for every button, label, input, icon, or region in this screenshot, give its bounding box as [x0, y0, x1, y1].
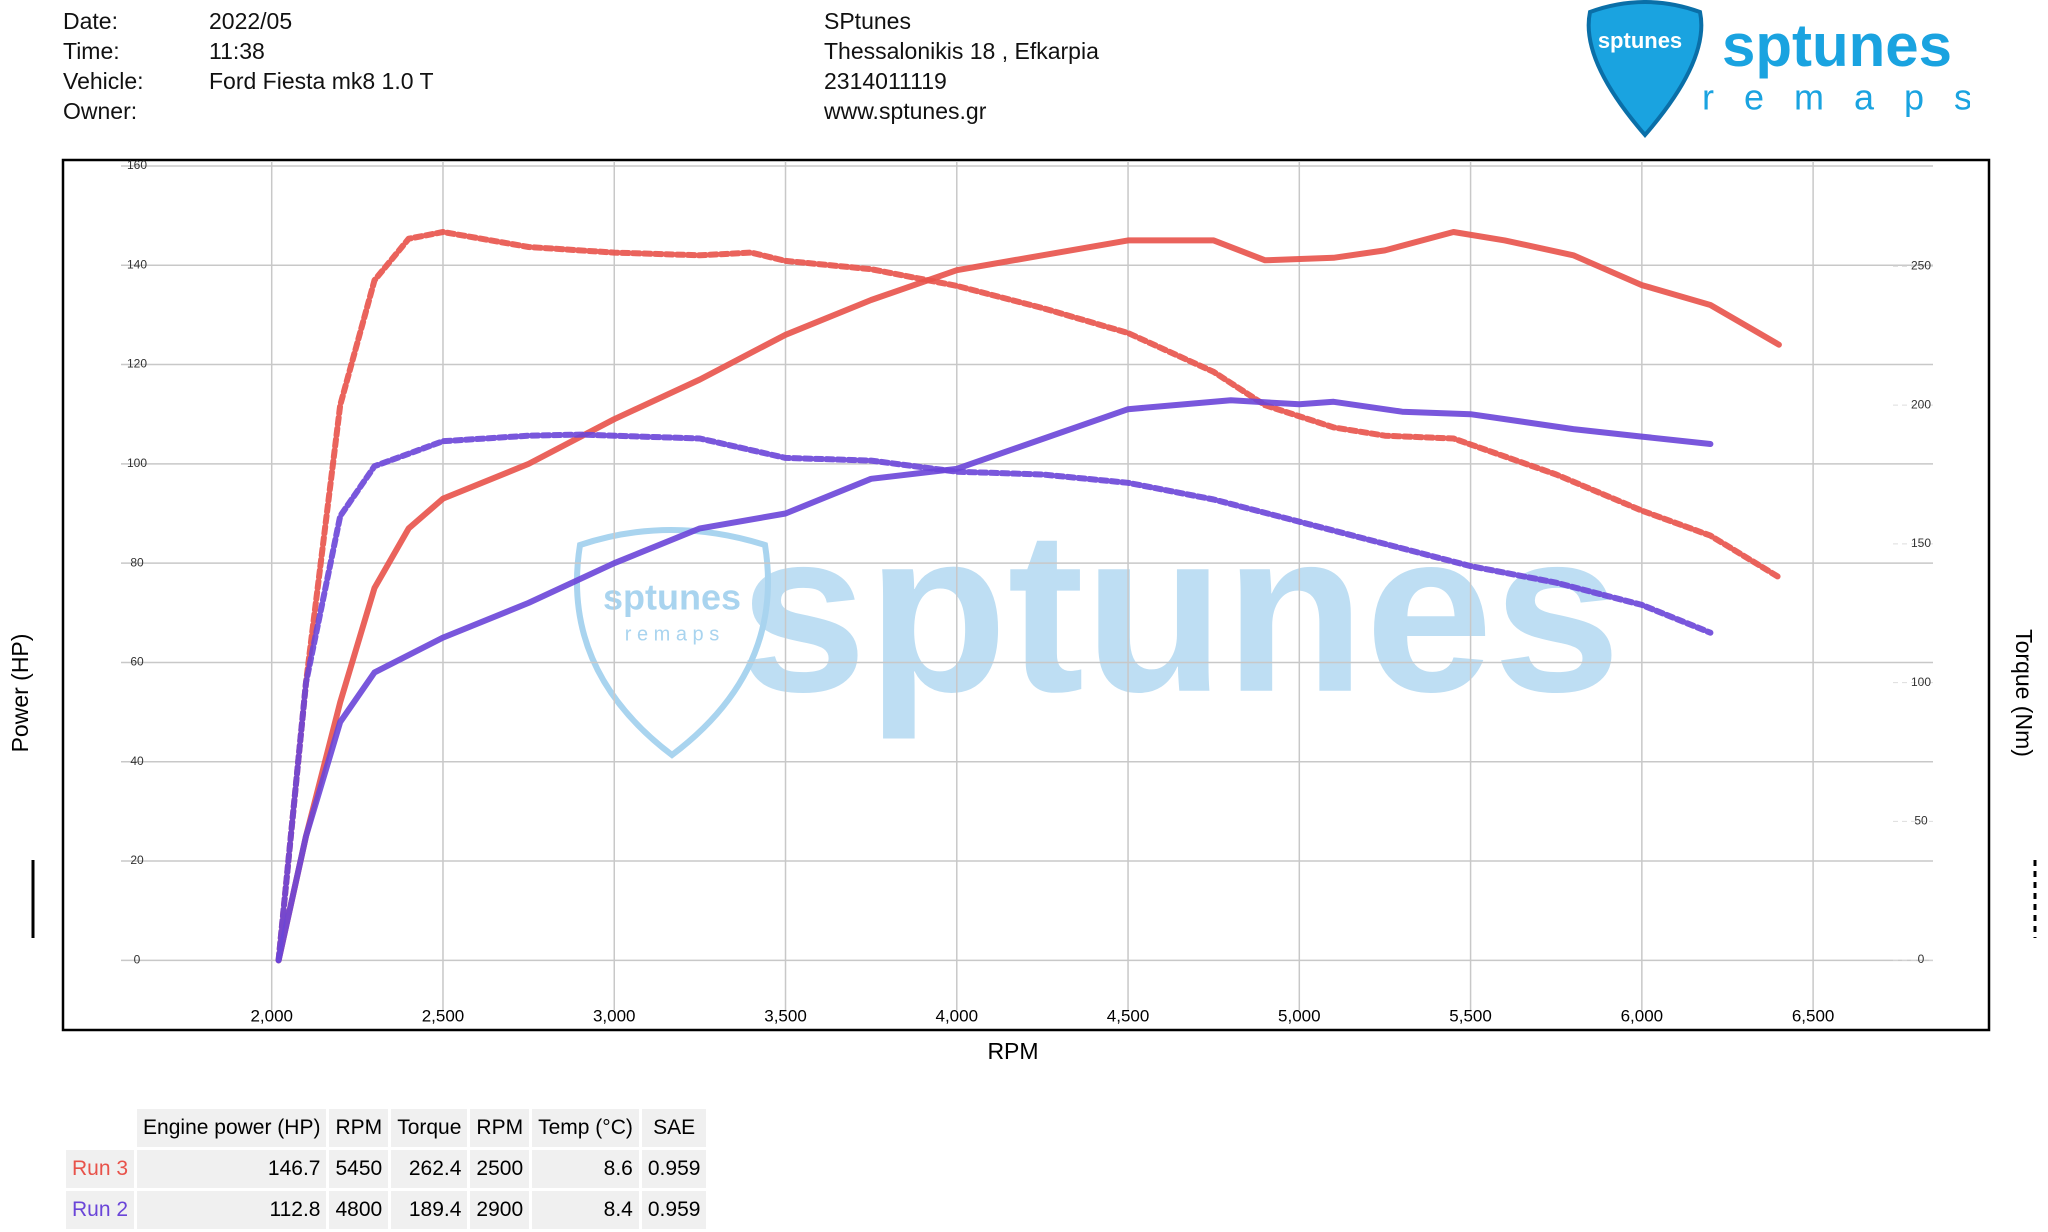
watermark: sptunes: [739, 483, 1621, 740]
y2-axis-title: Torque (Nm): [2011, 629, 2037, 757]
company-line: Thessalonikis 18 , Efkarpia: [824, 38, 1099, 64]
y-tick-label: 20: [130, 853, 144, 867]
cell: 2900: [470, 1191, 530, 1229]
y-tick-label: 40: [130, 754, 144, 768]
x-tick-label: 2,500: [422, 1006, 465, 1025]
cell: 112.8: [137, 1191, 327, 1229]
column-header: RPM: [329, 1109, 389, 1147]
field-value: Ford Fiesta mk8 1.0 T: [209, 68, 434, 94]
field-label: Date:: [63, 8, 118, 34]
y-axis-title: Power (HP): [7, 634, 33, 753]
cell: 2500: [470, 1150, 530, 1188]
logo: sptunes sptunes r e m a p s: [1586, 0, 1970, 139]
y2-tick-label: 200: [1911, 397, 1931, 411]
y2-tick-label: 0: [1918, 952, 1925, 966]
x-tick-label: 6,500: [1792, 1006, 1835, 1025]
header-row: Engine power (HP) RPM Torque RPM Temp (°C) SA…: [66, 1109, 707, 1147]
corner: [66, 1109, 135, 1147]
field-value: 11:38: [209, 38, 265, 64]
y2-tick-label: 50: [1914, 814, 1928, 828]
torque-line: [275, 431, 1714, 964]
column-header: Engine power (HP): [137, 1109, 327, 1147]
field-label: Vehicle:: [63, 68, 144, 94]
cell: 0.959: [641, 1150, 707, 1188]
column-header: SAE: [641, 1109, 707, 1147]
logo-shield: [1586, 0, 1704, 139]
y-tick-label: 160: [127, 158, 147, 172]
cell: 189.4: [391, 1191, 468, 1229]
y-tick-label: 80: [130, 555, 144, 569]
power-line: [275, 397, 1714, 964]
x-tick-label: 5,000: [1278, 1006, 1321, 1025]
watermark-brand: sptunes: [603, 577, 741, 618]
y-tick-label: 60: [130, 655, 144, 669]
x-axis-title: RPM: [987, 1038, 1038, 1064]
y-tick-label: 100: [127, 456, 147, 470]
cell: 5450: [329, 1150, 389, 1188]
run-row: Run 3 146.7 5450 262.4 2500 8.6 0.959: [66, 1150, 707, 1188]
column-header: RPM: [470, 1109, 530, 1147]
y2-tick-label: 250: [1911, 259, 1931, 273]
column-header: Torque: [391, 1109, 468, 1147]
watermark-tagline: r e m a p s: [625, 623, 719, 645]
column-header: Temp (°C): [532, 1109, 639, 1147]
run-row: Run 2 112.8 4800 189.4 2900 8.4 0.959: [66, 1191, 707, 1229]
company-line: www.sptunes.gr: [824, 98, 987, 124]
logo-small-brand: sptunes: [1598, 28, 1682, 53]
field-value: 2022/05: [209, 8, 293, 34]
x-tick-label: 3,000: [593, 1006, 636, 1025]
x-tick-label: 5,500: [1449, 1006, 1492, 1025]
field-label: Time:: [63, 38, 120, 64]
y-tick-label: 120: [127, 357, 147, 371]
torque-line: [275, 229, 1782, 964]
cell: 0.959: [641, 1191, 707, 1229]
x-tick-label: 2,000: [250, 1006, 293, 1025]
run-name: Run 3: [66, 1150, 135, 1188]
power-line: [275, 229, 1782, 964]
x-tick-label: 3,500: [764, 1006, 807, 1025]
watermark-shield: [574, 527, 771, 759]
field-label: Owner:: [63, 98, 138, 124]
chart-frame: [61, 158, 1991, 1032]
company-line: 2314011119: [824, 68, 947, 94]
cell: 262.4: [391, 1150, 468, 1188]
results-table: Engine power (HP) RPM Torque RPM Temp (°C) SA…: [63, 1106, 709, 1232]
logo-brand: sptunes: [1722, 12, 1952, 79]
cell: 8.6: [532, 1150, 639, 1188]
run-name: Run 2: [66, 1191, 135, 1229]
cell: 4800: [329, 1191, 389, 1229]
cell: 8.4: [532, 1191, 639, 1229]
x-tick-label: 4,500: [1107, 1006, 1150, 1025]
company-line: SPtunes: [824, 8, 911, 34]
y2-tick-label: 150: [1911, 536, 1931, 550]
y-tick-label: 140: [127, 257, 147, 271]
logo-tagline: r e m a p s: [1702, 77, 1970, 118]
x-tick-label: 4,000: [936, 1006, 979, 1025]
y2-tick-label: 100: [1911, 675, 1931, 689]
y-tick-label: 0: [134, 953, 141, 967]
x-tick-label: 6,000: [1621, 1006, 1664, 1025]
cell: 146.7: [137, 1150, 327, 1188]
